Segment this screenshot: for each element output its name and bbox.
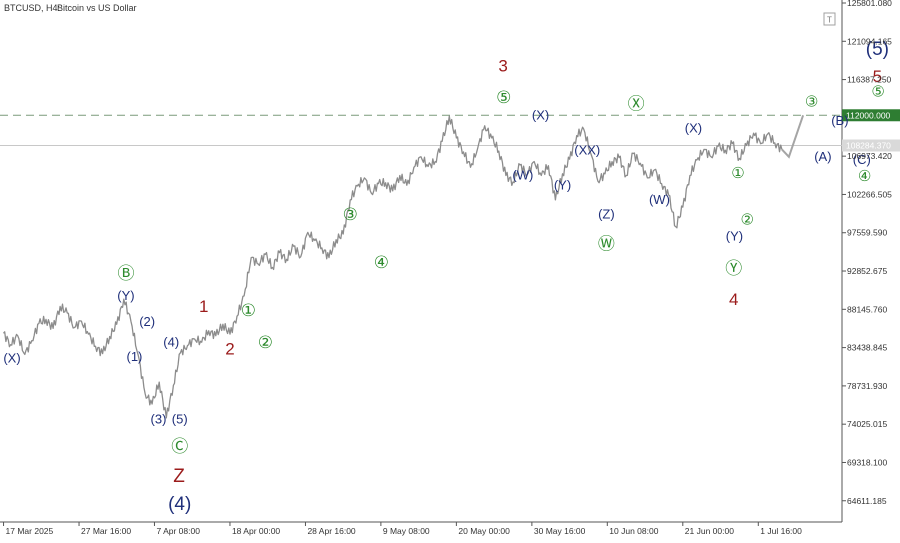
wave-label: ① xyxy=(241,301,256,320)
wave-label: (4) xyxy=(168,494,191,515)
wave-label: (X) xyxy=(532,107,549,122)
wave-label: (2) xyxy=(139,314,155,329)
wave-label: ⑤ xyxy=(871,84,884,101)
x-tick-label: 1 Jul 16:00 xyxy=(760,526,802,536)
chart-description: Bitcoin vs US Dollar xyxy=(57,3,137,13)
wave-label: Ⓒ xyxy=(171,437,188,456)
wave-label: Z xyxy=(173,466,185,487)
x-tick-label: 10 Jun 08:00 xyxy=(609,526,658,536)
y-tick-label: 102266.505 xyxy=(847,189,892,199)
wave-label: (1) xyxy=(126,349,142,364)
wave-label: Ⓧ xyxy=(628,95,645,114)
x-tick-label: 21 Jun 00:00 xyxy=(685,526,734,536)
y-tick-label: 88145.760 xyxy=(847,304,887,314)
wave-label: 1 xyxy=(199,297,208,316)
x-tick-label: 18 Apr 00:00 xyxy=(232,526,280,536)
wave-label: Ⓨ xyxy=(725,259,742,278)
wave-label: (5) xyxy=(172,412,188,427)
wave-label: Ⓑ xyxy=(117,264,134,283)
x-tick-label: 27 Mar 16:00 xyxy=(81,526,131,536)
wave-label: 2 xyxy=(225,339,234,358)
y-tick-label: 64611.185 xyxy=(847,496,887,506)
y-tick-label: 74025.015 xyxy=(847,419,887,429)
wave-label: (X) xyxy=(3,351,20,366)
wave-label: (Y) xyxy=(726,229,743,244)
target-level-tag xyxy=(842,109,900,122)
y-tick-label: 106973.420 xyxy=(847,151,892,161)
x-tick-label: 30 May 16:00 xyxy=(534,526,586,536)
y-tick-label: 83438.845 xyxy=(847,343,887,353)
wave-label: (5) xyxy=(866,39,889,60)
current-price-tag xyxy=(842,139,900,152)
wave-label: (4) xyxy=(163,334,179,349)
wave-label: (W) xyxy=(649,192,670,207)
wave-label: Ⓦ xyxy=(598,234,615,253)
wave-label: 4 xyxy=(729,290,738,309)
wave-label: 3 xyxy=(498,56,507,75)
y-tick-label: 125801.080 xyxy=(847,0,892,8)
wave-label: (Z) xyxy=(598,207,615,222)
current-price-label: 108284.370 xyxy=(846,140,891,150)
wave-label: (Y) xyxy=(117,288,134,303)
wave-label: 5 xyxy=(873,67,882,86)
wave-label: (X) xyxy=(685,120,702,135)
wave-label: (XX) xyxy=(574,142,600,157)
wave-label: (C) xyxy=(853,152,871,167)
wave-label: ④ xyxy=(374,253,389,272)
wave-label: ③ xyxy=(343,205,358,224)
wave-label: (B) xyxy=(831,113,848,128)
y-tick-label: 92852.675 xyxy=(847,266,887,276)
wave-label: ③ xyxy=(805,93,818,110)
wave-label: (3) xyxy=(151,412,167,427)
target-level-label: 112000.000 xyxy=(846,110,891,120)
x-tick-label: 17 Mar 2025 xyxy=(6,526,54,536)
wave-label: ① xyxy=(731,165,744,182)
chart-scroll-button[interactable]: T xyxy=(823,12,836,26)
y-tick-label: 116387.250 xyxy=(847,75,892,85)
price-line xyxy=(2,115,783,419)
y-tick-label: 78731.930 xyxy=(847,381,887,391)
wave-label: (Y) xyxy=(554,177,571,192)
x-tick-label: 20 May 00:00 xyxy=(458,526,510,536)
chart-symbol-title: BTCUSD, H4: xyxy=(4,3,60,13)
wave-label: ② xyxy=(258,333,273,352)
wave-label: (A) xyxy=(814,149,831,164)
wave-label: ② xyxy=(740,211,753,228)
y-tick-label: 121094.165 xyxy=(847,36,892,46)
forecast-path xyxy=(781,114,805,159)
y-tick-label: 97559.590 xyxy=(847,228,887,238)
y-tick-label: 69318.100 xyxy=(847,457,887,467)
wave-label: ④ xyxy=(858,168,871,185)
wave-label: ⑤ xyxy=(496,88,511,107)
x-tick-label: 7 Apr 08:00 xyxy=(156,526,200,536)
x-tick-label: 9 May 08:00 xyxy=(383,526,430,536)
x-tick-label: 28 Apr 16:00 xyxy=(307,526,355,536)
wave-label: (W) xyxy=(512,168,533,183)
scroll-arrow-icon: T xyxy=(827,16,832,25)
